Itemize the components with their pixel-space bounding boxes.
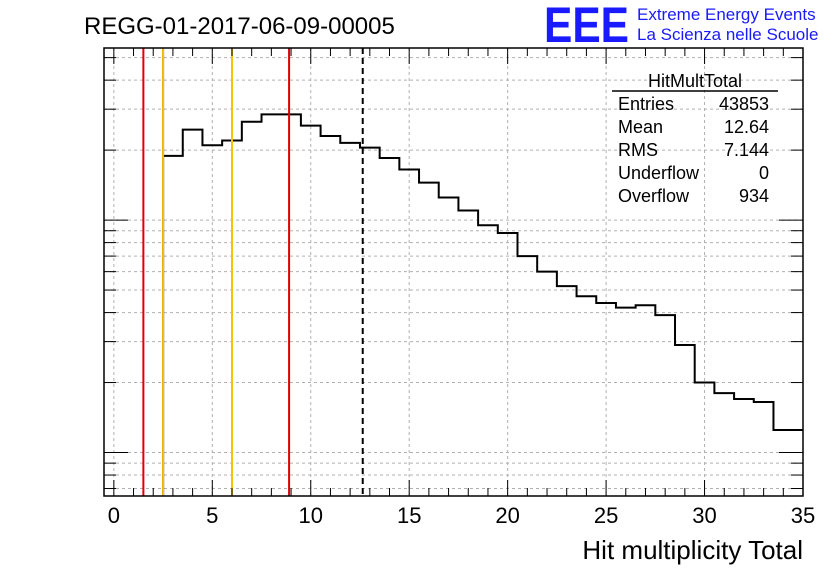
y-tick-label-1: 103 (62, 0, 95, 5)
histogram-bin-3 (163, 156, 183, 496)
x-tick-label-0: 0 (108, 503, 120, 528)
stats-label-underflow: Underflow (618, 163, 700, 183)
histogram-bin-34 (773, 430, 793, 496)
stats-value-rms: 7.144 (724, 140, 769, 160)
histogram-bin-16 (419, 183, 439, 496)
histogram-bin-23 (557, 286, 577, 496)
histogram-series (162, 113, 803, 496)
stats-label-rms: RMS (618, 140, 658, 160)
histogram-bin-17 (439, 198, 459, 496)
x-tick-label-2: 10 (299, 503, 323, 528)
x-tick-label-5: 25 (594, 503, 618, 528)
stats-value-overflow: 934 (739, 186, 769, 206)
histogram-bin-28 (655, 315, 675, 496)
chart-title: REGG-01-2017-06-09-00005 (84, 13, 395, 40)
stats-label-mean: Mean (618, 117, 663, 137)
histogram-bin-7 (242, 122, 262, 496)
stats-label-entries: Entries (618, 94, 674, 114)
histogram-bin-22 (537, 272, 557, 496)
histogram-bin-19 (478, 225, 498, 496)
plot-layer (142, 48, 803, 496)
logo-line1: Extreme Energy Events (637, 5, 816, 24)
histogram-bin-31 (714, 393, 734, 496)
histogram-bin-15 (399, 170, 419, 496)
histogram-bin-25 (596, 303, 616, 496)
histogram-bin-32 (734, 399, 754, 496)
logo-line2: La Scienza nelle Scuole (637, 25, 818, 44)
stats-value-underflow: 0 (759, 163, 769, 183)
histogram-bin-24 (577, 296, 597, 496)
histogram-bin-20 (498, 233, 518, 496)
logo-letters: EEE (544, 0, 629, 53)
eee-logo: EEE Extreme Energy Events La Scienza nel… (544, 0, 818, 53)
y-tick-label-0: 102 (62, 0, 95, 5)
histogram-bin-18 (458, 210, 478, 496)
stats-name: HitMultTotal (648, 71, 742, 91)
histogram-bin-5 (202, 145, 222, 496)
histogram-bin-29 (675, 345, 695, 496)
grid-layer (104, 48, 804, 496)
histogram-bin-26 (616, 308, 636, 496)
x-tick-label-4: 20 (495, 503, 519, 528)
stats-value-entries: 43853 (719, 94, 769, 114)
histogram-bin-4 (183, 130, 203, 496)
x-tick-label-1: 5 (206, 503, 218, 528)
x-axis-label: Hit multiplicity Total (582, 535, 803, 565)
histogram-bin-9 (281, 114, 301, 496)
histogram-bin-30 (695, 383, 715, 496)
x-tick-label-6: 30 (692, 503, 716, 528)
stats-box: HitMultTotal Entries 43853 Mean 12.64 RM… (612, 71, 778, 206)
histogram-bin-21 (517, 256, 537, 496)
stats-label-overflow: Overflow (618, 186, 690, 206)
x-tick-label-7: 35 (791, 503, 815, 528)
histogram-bin-33 (754, 402, 774, 496)
x-tick-label-3: 15 (397, 503, 421, 528)
axis-layer: 0 5 10 15 20 25 30 35 102103 (62, 0, 815, 528)
stats-value-mean: 12.64 (724, 117, 769, 137)
histogram-bin-11 (321, 136, 341, 496)
histogram-bin-10 (301, 126, 321, 496)
histogram-bin-14 (380, 158, 400, 496)
histogram-bin-8 (262, 114, 282, 496)
histogram-bin-12 (340, 143, 360, 496)
histogram-bin-27 (636, 305, 656, 496)
